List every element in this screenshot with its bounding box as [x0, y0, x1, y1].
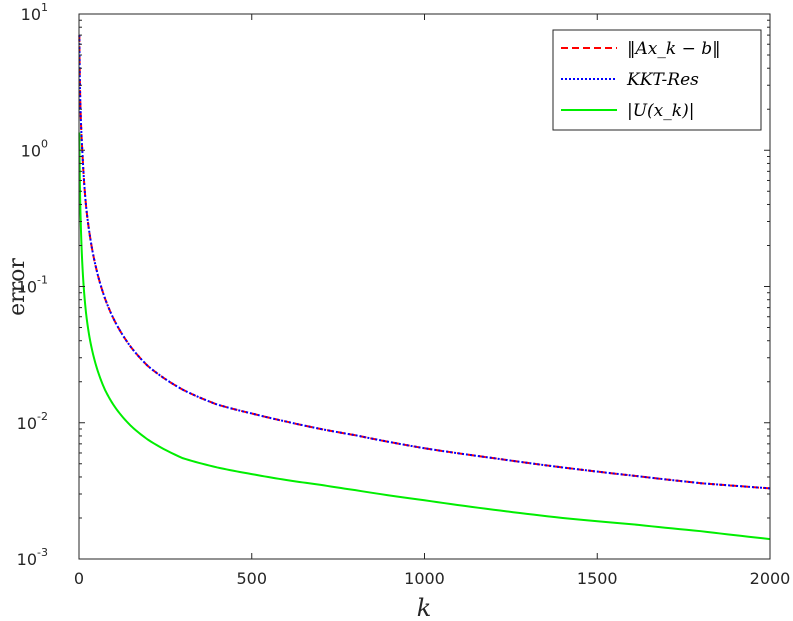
x-tick-label: 1500: [577, 569, 618, 588]
y-tick-label: 10-2: [17, 410, 48, 433]
y-axis-label: error: [5, 258, 30, 316]
y-tick-label: 10-3: [17, 546, 48, 569]
x-tick-layer: 0 500 1000 1500 2000: [74, 14, 790, 588]
x-tick-label: 1000: [404, 569, 445, 588]
y-tick-base: 10: [17, 278, 37, 297]
series-line-2: [78, 132, 771, 541]
legend-label-2: |U(x_k)|: [627, 101, 694, 121]
y-tick-exponent: -2: [37, 410, 48, 423]
series-line-1: [78, 35, 771, 490]
legend-label-1: KKT-Res: [626, 70, 699, 90]
y-tick-exponent: 1: [41, 1, 48, 14]
y-tick-base: 10: [17, 414, 37, 433]
legend-label-0: ‖Ax_k − b‖: [627, 39, 721, 59]
y-tick-base: 10: [21, 5, 41, 24]
x-tick-label: 0: [74, 569, 84, 588]
y-tick-exponent: -3: [37, 546, 48, 559]
y-tick-exponent: -1: [37, 274, 48, 287]
curves-layer: [78, 35, 771, 541]
y-tick-base: 10: [17, 550, 37, 569]
x-axis-label: k: [417, 594, 432, 621]
y-tick-exponent: 0: [41, 137, 48, 150]
legend: ‖Ax_k − b‖ KKT-Res |U(x_k)|: [552, 29, 762, 131]
y-tick-label: 10-1: [17, 274, 48, 297]
y-tick-label: 101: [21, 1, 48, 24]
y-tick-base: 10: [21, 141, 41, 160]
x-tick-label: 2000: [750, 569, 791, 588]
x-tick-label: 500: [236, 569, 267, 588]
y-tick-label: 100: [21, 137, 48, 160]
legend-box: [552, 29, 762, 131]
